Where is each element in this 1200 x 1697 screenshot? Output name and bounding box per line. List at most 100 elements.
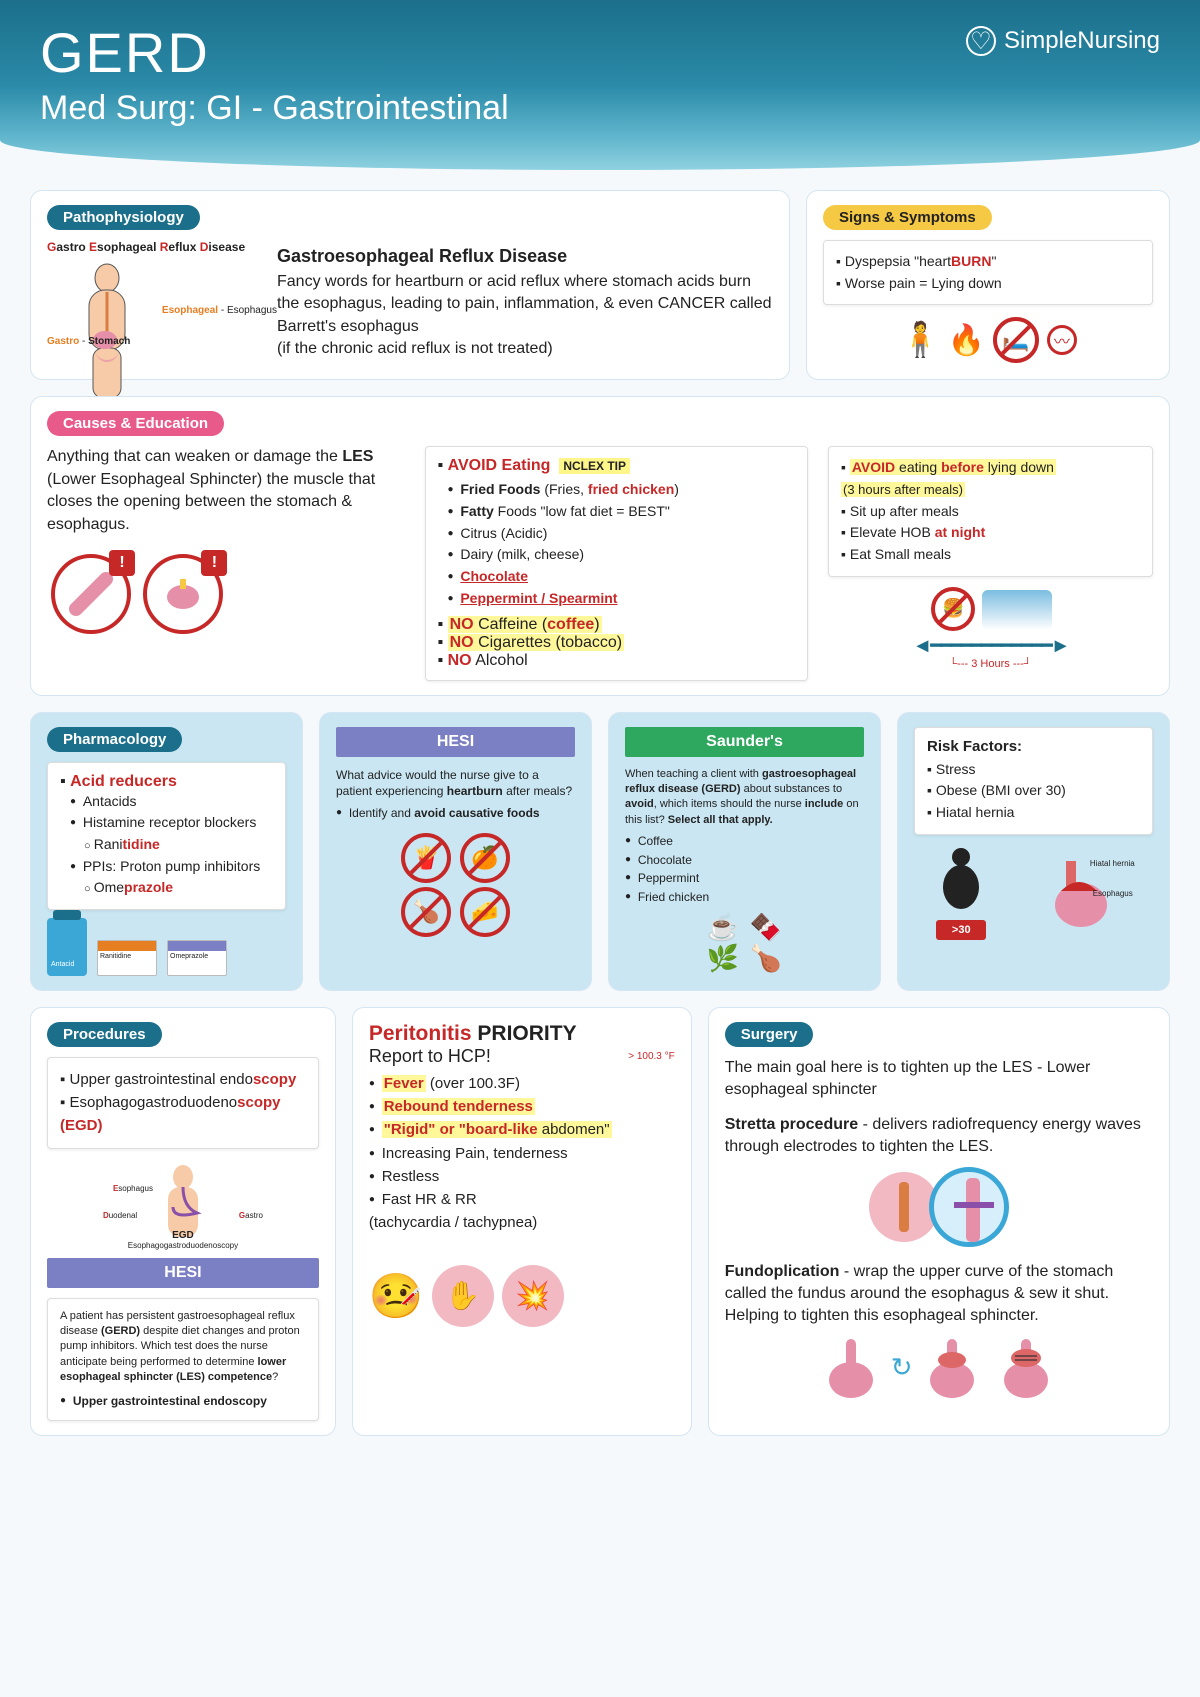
risk-hiatal: Hiatal hernia [927, 802, 1140, 824]
peri-restless: Restless [369, 1165, 675, 1188]
proc-2: Esophagogastroduodenoscopy(EGD) [60, 1091, 306, 1138]
egd-diagram: Esophagus DuodenalGastro EGD Esophagogas… [47, 1159, 319, 1250]
no-cigarettes: ▪ NO Cigarettes (tobacco) [438, 634, 796, 652]
les-damage-icon-2: ! [143, 554, 223, 634]
panel-hesi-1: HESI What advice would the nurse give to… [319, 712, 592, 991]
no-fries-icon: 🍟 [401, 833, 451, 883]
pharm-ppi: PPIs: Proton pump inhibitors [70, 856, 273, 878]
heart-icon: ♡ [966, 26, 996, 56]
patho-heading: Gastroesophageal Reflux Disease [277, 246, 773, 267]
signs-item-2: Worse pain = Lying down [836, 273, 1140, 295]
fried-chicken-icon: 🍗 [750, 943, 782, 973]
hesi1-answer: Identify and avoid causative foods [336, 804, 575, 823]
patho-desc1: Fancy words for heartburn or acid reflux… [277, 271, 773, 338]
abdomen-press-icon: ✋ [432, 1265, 494, 1327]
surgery-fundo: Fundoplication - wrap the upper curve of… [725, 1261, 1153, 1328]
panel-procedures: Procedures Upper gastrointestinal endosc… [30, 1007, 336, 1436]
sit-up: Sit up after meals [841, 501, 1140, 523]
coffee-icon: ☕ [707, 912, 739, 942]
patient-pain-icon: 🤒 [369, 1270, 424, 1322]
pharm-head: ▪ Acid reducers [60, 773, 273, 791]
food-fatty: Fatty Foods "low fat diet = BEST" [448, 501, 796, 523]
elevate-hob: Elevate HOB at night [841, 522, 1140, 544]
avoid-before-bed: AVOID eating before lying down(3 hours a… [841, 457, 1140, 500]
hesi2-answer: Upper gastrointestinal endoscopy [60, 1392, 306, 1411]
hesi1-question: What advice would the nurse give to a pa… [336, 767, 575, 801]
no-cheese-icon: 🧀 [460, 887, 510, 937]
brand-logo: ♡ SimpleNursing [966, 26, 1160, 56]
signs-item-1: Dyspepsia "heartBURN" [836, 251, 1140, 273]
content-area: Pathophysiology Gastro Esophageal Reflux… [0, 170, 1200, 1472]
panel-pathophysiology: Pathophysiology Gastro Esophageal Reflux… [30, 190, 790, 380]
bmi-badge: >30 [936, 920, 986, 940]
avoid-eating-header: ▪ AVOID Eating NCLEX TIP [438, 457, 796, 475]
no-chicken-icon: 🍗 [401, 887, 451, 937]
pharm-ranitidine: Ranitidine [84, 834, 273, 856]
badge-patho: Pathophysiology [47, 205, 200, 230]
panel-pharmacology: Pharmacology ▪ Acid reducers Antacids Hi… [30, 712, 303, 991]
surgery-intro: The main goal here is to tighten up the … [725, 1057, 1153, 1102]
risk-obese: Obese (BMI over 30) [927, 780, 1140, 802]
acronym-gerd: Gastro Esophageal Reflux Disease [47, 240, 257, 254]
anatomy-figure: Gastro Esophageal Reflux Disease Esophag… [47, 240, 257, 361]
antacid-bottle-icon: Antacid [47, 918, 87, 976]
hesi2-question: A patient has persistent gastroesophagea… [60, 1309, 306, 1386]
bed-elevated-icon [982, 590, 1052, 630]
timeline-label: └--- 3 Hours ---┘ [828, 658, 1153, 670]
no-eat-bed-icon: 🍔 [931, 587, 975, 631]
badge-hesi-1: HESI [336, 727, 575, 757]
no-citrus-icon: 🍊 [460, 833, 510, 883]
pharm-h2: Histamine receptor blockers [70, 812, 273, 834]
saunders-opt-0: Coffee [625, 832, 864, 851]
no-caffeine: ▪ NO Caffeine (coffee) [438, 616, 796, 634]
panel-signs: Signs & Symptoms Dyspepsia "heartBURN" W… [806, 190, 1170, 380]
risk-stress: Stress [927, 759, 1140, 781]
peri-rebound: Rebound tenderness [369, 1095, 675, 1118]
ranitidine-pack-icon: Ranitidine [97, 940, 157, 976]
omeprazole-pack-icon: Omeprazole [167, 940, 227, 976]
peri-fever: Fever (over 100.3F) [369, 1072, 675, 1095]
obese-person-icon: >30 [936, 845, 986, 940]
badge-causes: Causes & Education [47, 411, 224, 436]
proc-1: Upper gastrointestinal endoscopy [60, 1068, 306, 1091]
risk-heading: Risk Factors: [927, 738, 1140, 755]
badge-saunders: Saunder's [625, 727, 864, 757]
pharm-omeprazole: Omeprazole [84, 877, 273, 899]
causes-intro: Anything that can weaken or damage the L… [47, 446, 405, 536]
badge-procedures: Procedures [47, 1022, 162, 1047]
panel-risk: Risk Factors: Stress Obese (BMI over 30)… [897, 712, 1170, 991]
chocolate-icon: 🍫 [750, 912, 782, 942]
saunders-question: When teaching a client with gastroesopha… [625, 767, 864, 829]
food-chocolate: Chocolate [448, 566, 796, 588]
peri-fasthr: Fast HR & RR(tachycardia / tachypnea) [369, 1188, 675, 1235]
saunders-opt-3: Fried chicken [625, 888, 864, 907]
saunders-opt-2: Peppermint [625, 869, 864, 888]
food-dairy: Dairy (milk, cheese) [448, 544, 796, 566]
page-header: GERD Med Surg: GI - Gastrointestinal ♡ S… [0, 0, 1200, 170]
fire-icon: 🔥 [947, 323, 984, 358]
page-subtitle: Med Surg: GI - Gastrointestinal [40, 89, 1160, 128]
badge-hesi-2: HESI [47, 1258, 319, 1288]
panel-saunders: Saunder's When teaching a client with ga… [608, 712, 881, 991]
food-peppermint: Peppermint / Spearmint [448, 588, 796, 610]
rigid-abdomen-icon: 💥 [502, 1265, 564, 1327]
panel-peritonitis: Peritonitis PRIORITY Report to HCP! > 10… [352, 1007, 692, 1436]
timeline-arrow: ◄━━━━━━━━━━━━► [828, 633, 1153, 658]
badge-signs: Signs & Symptoms [823, 205, 992, 230]
mint-icon: 🌿 [707, 943, 739, 973]
food-fried: Fried Foods (Fries, fried chicken) [448, 479, 796, 501]
hiatal-label: Hiatal hernia [1090, 859, 1135, 868]
badge-surgery: Surgery [725, 1022, 814, 1047]
no-lying-icon: 🛏️ [993, 317, 1039, 363]
fundoplication-diagram: ↻ [725, 1336, 1153, 1411]
food-citrus: Citrus (Acidic) [448, 523, 796, 545]
badge-pharm: Pharmacology [47, 727, 182, 752]
peri-rigid: "Rigid" or "board-like abdomen" [369, 1118, 675, 1141]
saunders-opt-1: Chocolate [625, 851, 864, 870]
panel-causes: Causes & Education Anything that can wea… [30, 396, 1170, 695]
surgery-stretta: Stretta procedure - delivers radiofreque… [725, 1114, 1153, 1159]
esophagus-label: Esophagus [1093, 889, 1133, 898]
brand-text: SimpleNursing [1004, 27, 1160, 55]
medication-icons: Antacid Ranitidine Omeprazole [47, 918, 286, 976]
small-meals: Eat Small meals [841, 544, 1140, 566]
